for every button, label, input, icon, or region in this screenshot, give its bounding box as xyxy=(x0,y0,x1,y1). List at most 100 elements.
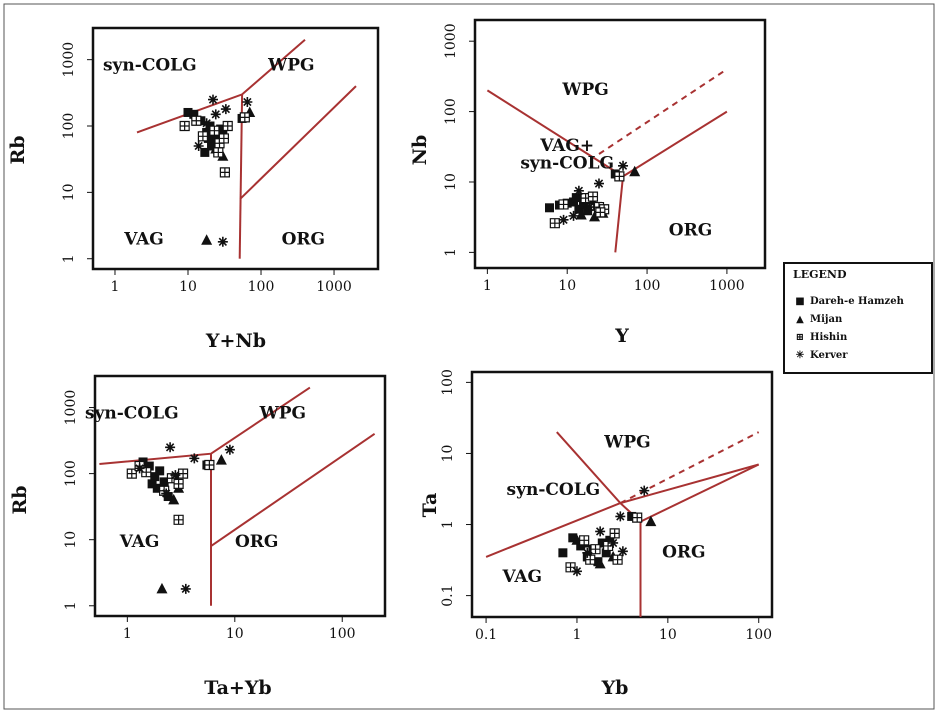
boxplus-marker-icon: ⊞ xyxy=(793,332,807,343)
y-tick-label: 1 xyxy=(61,254,77,263)
x-tick-label: 100 xyxy=(745,627,772,643)
x-tick-label: 10 xyxy=(226,626,244,642)
legend: LEGEND ■ Dareh-e Hamzeh ▲ Mijan ⊞ Hishin ✳ K… xyxy=(783,262,933,374)
asterisk-marker-icon: ✳ xyxy=(793,350,807,361)
square-marker-icon: ■ xyxy=(793,296,807,307)
y-tick-label: 0.1 xyxy=(440,584,456,606)
data-point-asterisk xyxy=(618,546,628,556)
data-point-boxplus xyxy=(192,116,201,125)
diagram-panel-2: 1 10 100 1000 1 10 100 1000 Y Nb WPG VAG+syn-COLG OR… xyxy=(409,20,765,347)
x-tick-label: 10 xyxy=(558,278,576,294)
region-label: VAG xyxy=(123,230,164,250)
region-label: ORG xyxy=(669,221,712,241)
region-label: VAG xyxy=(119,532,160,552)
x-tick-label: 0.1 xyxy=(475,627,497,643)
y-tick-label: 1000 xyxy=(443,23,459,59)
legend-item-mijan: ▲ Mijan xyxy=(793,314,842,325)
y-tick-label: 100 xyxy=(63,460,79,487)
data-point-asterisk xyxy=(639,486,649,496)
y-tick-label: 1 xyxy=(63,601,79,610)
region-label: ORG xyxy=(235,532,278,552)
y-axis-label: Ta xyxy=(419,493,441,518)
x-axis-label: Y+Nb xyxy=(205,330,266,352)
region-label: WPG xyxy=(561,80,608,100)
region-label: syn-COLG xyxy=(85,403,179,423)
region-label: VAG xyxy=(501,567,542,587)
data-point-asterisk xyxy=(595,526,605,536)
x-tick-label: 1 xyxy=(111,279,120,295)
data-point-boxplus xyxy=(223,122,232,131)
legend-title: LEGEND xyxy=(793,268,847,281)
region-label: ORG xyxy=(282,230,325,250)
data-point-boxplus xyxy=(205,460,214,469)
triangle-marker-icon: ▲ xyxy=(793,314,807,325)
y-axis-label: Nb xyxy=(409,135,431,166)
data-point-asterisk xyxy=(189,453,199,463)
data-point-square xyxy=(545,203,554,212)
legend-label: Dareh-e Hamzeh xyxy=(810,296,904,307)
data-point-boxplus xyxy=(198,132,207,141)
data-point-asterisk xyxy=(211,109,221,119)
data-point-boxplus xyxy=(588,192,597,201)
data-point-asterisk xyxy=(559,215,569,225)
data-point-asterisk xyxy=(221,104,231,114)
data-point-asterisk xyxy=(225,445,235,455)
legend-item-kerver: ✳ Kerver xyxy=(793,350,848,361)
x-axis-label: Yb xyxy=(601,677,629,699)
data-point-boxplus xyxy=(180,122,189,131)
y-tick-label: 10 xyxy=(61,183,77,201)
diagram-panels: 1 10 100 1000 1 10 100 1000 Y+Nb Rb syn-COLG WPG VAG… xyxy=(7,20,772,699)
data-point-asterisk xyxy=(208,95,218,105)
x-tick-label: 100 xyxy=(634,278,661,294)
data-point-asterisk xyxy=(608,538,618,548)
data-point-boxplus xyxy=(210,126,219,135)
data-point-square xyxy=(155,466,164,475)
y-tick-label: 10 xyxy=(440,445,456,463)
x-tick-label: 1000 xyxy=(316,279,352,295)
y-tick-label: 1000 xyxy=(63,390,79,426)
x-tick-label: 100 xyxy=(248,279,275,295)
region-label: ORG xyxy=(662,542,705,562)
region-label: syn-COLG xyxy=(103,56,197,76)
x-tick-label: 1 xyxy=(483,278,492,294)
y-tick-label: 1 xyxy=(440,520,456,529)
y-tick-label: 10 xyxy=(443,173,459,191)
data-point-asterisk xyxy=(572,566,582,576)
x-tick-label: 10 xyxy=(659,627,677,643)
x-tick-label: 1 xyxy=(123,626,132,642)
data-point-boxplus xyxy=(559,200,568,209)
y-tick-label: 100 xyxy=(61,113,77,140)
data-point-boxplus xyxy=(633,513,642,522)
data-point-boxplus xyxy=(214,148,223,157)
x-axis-label: Ta+Yb xyxy=(204,677,271,699)
data-point-asterisk xyxy=(618,161,628,171)
y-axis-label: Rb xyxy=(7,135,29,164)
data-point-asterisk xyxy=(135,463,145,473)
region-label: WPG xyxy=(259,403,306,423)
region-label: WPG xyxy=(267,56,314,76)
y-tick-label: 100 xyxy=(443,98,459,125)
data-point-asterisk xyxy=(584,202,594,212)
data-point-boxplus xyxy=(613,555,622,564)
data-point-asterisk xyxy=(161,488,171,498)
data-point-square xyxy=(148,479,157,488)
data-point-boxplus xyxy=(219,134,228,143)
region-label: WPG xyxy=(603,433,650,453)
data-point-asterisk xyxy=(202,118,212,128)
y-tick-label: 1000 xyxy=(61,42,77,78)
data-point-boxplus xyxy=(240,113,249,122)
data-point-asterisk xyxy=(582,548,592,558)
data-point-asterisk xyxy=(574,186,584,196)
data-point-asterisk xyxy=(194,141,204,151)
data-point-asterisk xyxy=(165,442,175,452)
data-point-boxplus xyxy=(580,536,589,545)
x-axis-label: Y xyxy=(614,325,629,347)
diagram-panel-1: 1 10 100 1000 1 10 100 1000 Y+Nb Rb syn-COLG WPG VAG… xyxy=(7,28,378,352)
data-point-asterisk xyxy=(170,470,180,480)
x-tick-label: 100 xyxy=(329,626,356,642)
legend-item-hishin: ⊞ Hishin xyxy=(793,332,847,343)
data-point-boxplus xyxy=(220,168,229,177)
y-axis-label: Rb xyxy=(9,485,31,514)
data-point-boxplus xyxy=(550,219,559,228)
data-point-boxplus xyxy=(591,545,600,554)
